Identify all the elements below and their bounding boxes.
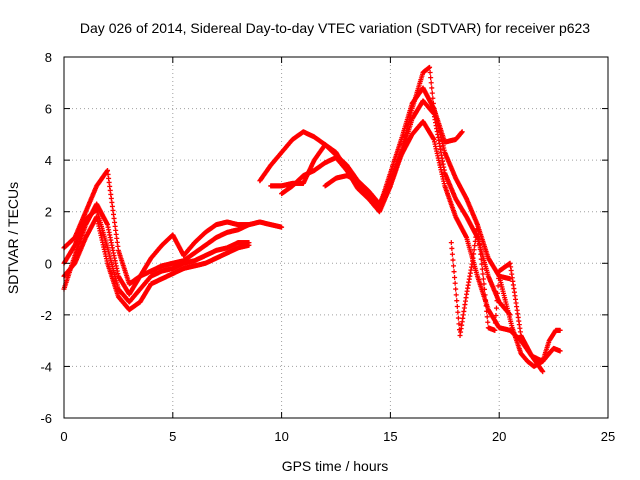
data-point (455, 315, 461, 321)
data-point (429, 85, 435, 91)
data-point (480, 271, 486, 277)
data-point (459, 129, 465, 135)
x-axis-label: GPS time / hours (282, 458, 389, 474)
data-point (452, 274, 458, 280)
series-track-7 (279, 98, 513, 318)
data-point (475, 227, 481, 233)
data-point (492, 327, 498, 333)
data-point (557, 327, 563, 333)
x-tick-label: 0 (60, 429, 67, 444)
data-point (427, 69, 433, 75)
data-point (246, 242, 252, 248)
data-point (478, 256, 484, 262)
data-point (493, 313, 499, 319)
data-point (476, 236, 482, 242)
data-point (482, 292, 488, 298)
data-point (493, 305, 499, 311)
y-axis-label: SDTVAR / TECUs (5, 182, 21, 294)
y-tick-label: -4 (40, 359, 52, 374)
data-point (476, 231, 482, 237)
data-point (454, 303, 460, 309)
data-point (429, 90, 435, 96)
chart-title: Day 026 of 2014, Sidereal Day-to-day VTE… (80, 20, 590, 36)
data-point (483, 297, 489, 303)
data-point (473, 234, 479, 240)
grid (64, 57, 608, 418)
data-point (483, 303, 489, 309)
data-point (481, 281, 487, 287)
data-point (482, 286, 488, 292)
series-track-2 (61, 201, 252, 297)
data-point (484, 314, 490, 320)
data-point (456, 321, 462, 327)
x-tick-label: 25 (601, 429, 615, 444)
axis-ticks: 0 5 10 15 20 25 -6 -4 -2 0 2 4 6 8 (40, 50, 615, 444)
data-point (479, 266, 485, 272)
data-point (453, 286, 459, 292)
series-track-4 (61, 214, 252, 313)
data-point (472, 238, 478, 244)
data-point (480, 276, 486, 282)
x-tick-label: 15 (383, 429, 397, 444)
data-point (494, 298, 500, 304)
data-point (428, 75, 434, 81)
data-point (484, 308, 490, 314)
y-tick-label: 8 (45, 50, 52, 65)
series-track-10 (496, 273, 563, 369)
data-point (449, 245, 455, 251)
data-point (449, 251, 455, 257)
data-point (451, 269, 457, 275)
data-point (477, 241, 483, 247)
data-point (485, 319, 491, 325)
data-point (540, 369, 546, 375)
y-tick-label: 4 (45, 153, 52, 168)
data-point (448, 240, 454, 246)
y-tick-label: 6 (45, 102, 52, 117)
data-point (246, 222, 252, 228)
x-tick-label: 5 (169, 429, 176, 444)
x-tick-label: 10 (274, 429, 288, 444)
data-point (471, 247, 477, 253)
data-point (454, 298, 460, 304)
data-point (557, 348, 563, 354)
plot-frame (63, 56, 609, 419)
data-point (427, 64, 433, 70)
y-tick-label: -6 (40, 411, 52, 426)
data-point (455, 309, 461, 315)
y-tick-label: 2 (45, 205, 52, 220)
data-point (479, 261, 485, 267)
series-track-3 (61, 206, 252, 305)
data-point (450, 257, 456, 263)
data-point (451, 263, 457, 269)
data-point (477, 246, 483, 252)
data-point (430, 95, 436, 101)
data-point (474, 222, 480, 228)
y-tick-label: 0 (45, 256, 52, 271)
data-point (452, 280, 458, 286)
data-point (470, 255, 476, 261)
y-tick-label: -2 (40, 308, 52, 323)
series-track-8 (322, 118, 546, 375)
x-tick-label: 20 (492, 429, 506, 444)
data-point (428, 80, 434, 86)
data-point (279, 224, 285, 230)
data-point (495, 283, 501, 289)
data-point (471, 251, 477, 257)
data-point (453, 292, 459, 298)
data-point (495, 290, 501, 296)
data-point (478, 251, 484, 257)
data-point (492, 320, 498, 326)
data-point (472, 243, 478, 249)
data-points (61, 64, 563, 375)
